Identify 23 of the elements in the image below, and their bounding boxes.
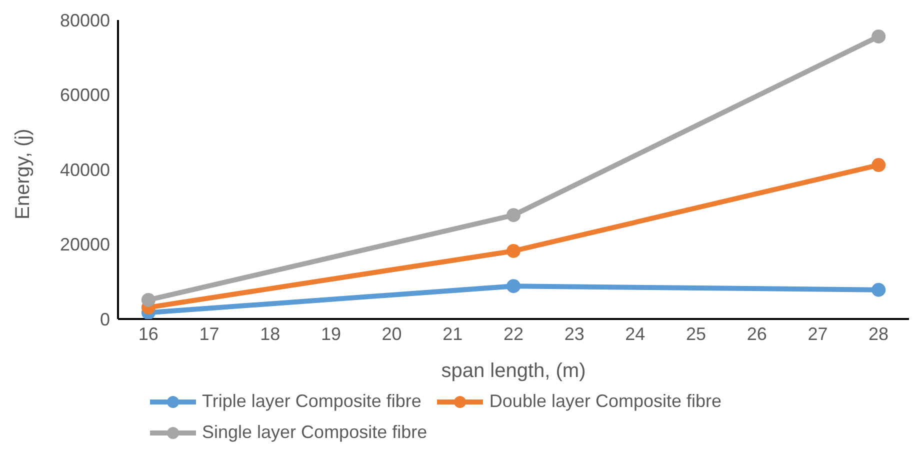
- x-tick-label: 24: [625, 324, 646, 344]
- x-tick-label: 20: [382, 324, 402, 344]
- x-tick-label: 27: [808, 324, 828, 344]
- y-tick-label: 20000: [60, 234, 110, 255]
- x-tick-label: 23: [564, 324, 584, 344]
- y-axis-title: Energy, (j): [12, 128, 34, 220]
- legend-label: Single layer Composite fibre: [202, 422, 428, 443]
- legend-label: Triple layer Composite fibre: [202, 391, 422, 412]
- x-tick-label: 19: [320, 324, 341, 344]
- y-tick-label: 60000: [60, 85, 110, 106]
- legend-label: Double layer Composite fibre: [489, 391, 722, 412]
- y-tick-label: 80000: [60, 10, 110, 30]
- y-tick-label: 0: [100, 309, 110, 330]
- x-tick-label: 21: [442, 324, 463, 344]
- x-tick-label: 18: [260, 324, 280, 344]
- x-tick-label: 28: [868, 324, 889, 344]
- x-axis-title: span length, (m): [441, 360, 586, 382]
- x-tick-label: 25: [686, 324, 706, 344]
- x-tick-label: 17: [199, 324, 220, 344]
- x-tick-label: 22: [503, 324, 524, 344]
- x-tick-label: 16: [138, 324, 158, 344]
- x-tick-label: 26: [746, 324, 767, 344]
- y-tick-label: 40000: [60, 160, 110, 180]
